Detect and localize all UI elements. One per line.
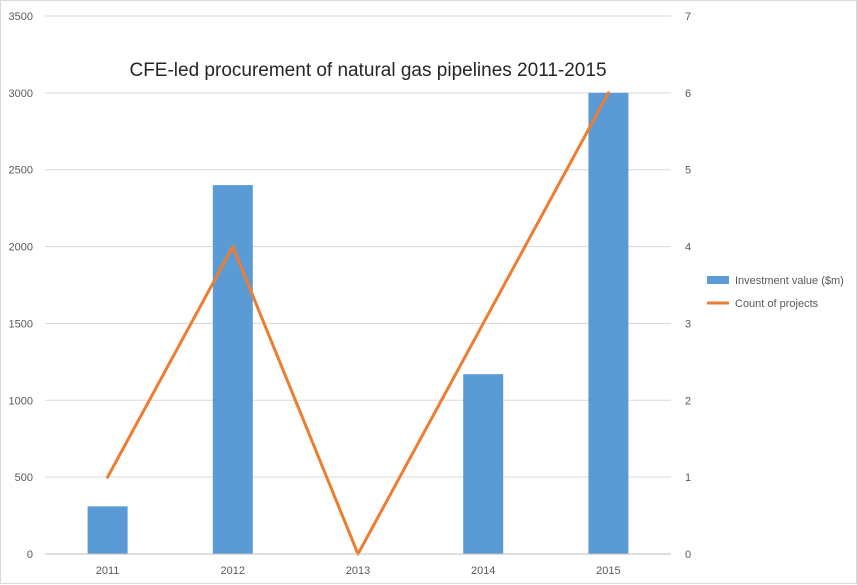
y-left-tick-label: 3000: [9, 88, 33, 100]
y-left-tick-label: 2000: [9, 242, 33, 254]
y-left-tick-label: 1500: [9, 318, 33, 330]
bar: [463, 374, 504, 554]
y-right-tick-label: 3: [685, 318, 691, 330]
x-tick-label: 2011: [96, 565, 120, 577]
legend-label-investment: Investment value ($m): [735, 275, 844, 287]
axes: 0 500 1000 1500 2000 2500 3000 3500 0 1 2 3 4 5 6 7 2011…: [9, 11, 692, 577]
y-right-tick-label: 7: [685, 11, 691, 23]
x-tick-label: 2015: [596, 565, 620, 577]
x-tick-label: 2013: [346, 565, 370, 577]
legend: Investment value ($m) Count of projects: [707, 275, 844, 310]
x-tick-label: 2014: [471, 565, 495, 577]
y-right-tick-label: 2: [685, 395, 691, 407]
y-right-tick-label: 6: [685, 88, 691, 100]
x-tick-label: 2012: [221, 565, 245, 577]
y-left-tick-label: 2500: [9, 165, 33, 177]
bar: [588, 92, 629, 554]
y-right-tick-label: 5: [685, 165, 691, 177]
legend-label-projects: Count of projects: [735, 298, 819, 310]
bar: [87, 506, 128, 554]
y-right-tick-label: 4: [685, 242, 691, 254]
gridlines: [45, 15, 671, 555]
y-left-tick-label: 500: [15, 472, 33, 484]
bar: [212, 185, 253, 555]
y-right-tick-label: 1: [685, 472, 691, 484]
y-right-tick-label: 0: [685, 549, 691, 561]
y-left-tick-label: 0: [27, 549, 33, 561]
y-left-tick-label: 1000: [9, 395, 33, 407]
bar-series-investment: [87, 92, 629, 555]
chart-title: CFE-led procurement of natural gas pipel…: [129, 60, 606, 81]
legend-swatch-investment: [707, 276, 729, 284]
y-left-tick-label: 3500: [9, 11, 33, 23]
